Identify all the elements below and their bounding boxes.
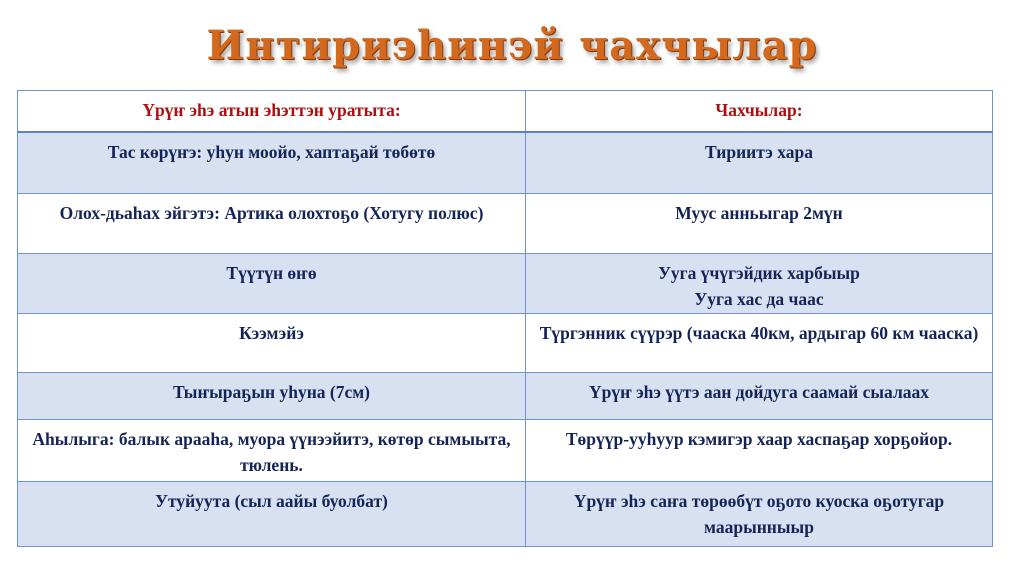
table-row: Утуйуута (сыл аайы буолбат) Үрүҥ эһэ саҥ… — [17, 480, 993, 547]
cell-difference: Олох-дьаһах эйгэтэ: Артика олохтоҕо (Хот… — [17, 192, 526, 254]
cell-difference: Утуйуута (сыл аайы буолбат) — [17, 480, 526, 547]
cell-difference: Тас көрүҥэ: уһун моойо, хаптаҕай төбөтө — [17, 131, 526, 194]
table-row: Тыҥыраҕын уһуна (7см) Үрүҥ эһэ үүтэ аан … — [17, 371, 993, 420]
header-differences: Үрүҥ эһэ атын эһэттэн уратыта: — [17, 90, 526, 133]
cell-fact: Үрүҥ эһэ саҥа төрөөбүт оҕото куоска оҕот… — [525, 480, 993, 547]
cell-difference: Тыҥыраҕын уһуна (7см) — [17, 371, 526, 420]
table-header-row: Үрүҥ эһэ атын эһэттэн уратыта: Чахчылар: — [17, 90, 993, 133]
table-row: Аһылыга: балык арааһа, муора үүнээйитэ, … — [17, 418, 993, 482]
cell-fact: Үрүҥ эһэ үүтэ аан дойдуга саамай сыалаах — [525, 371, 993, 420]
facts-table: Үрүҥ эһэ атын эһэттэн уратыта: Чахчылар:… — [17, 90, 993, 547]
cell-fact: Түргэнник сүүрэр (чааска 40км, ардыгар 6… — [525, 312, 993, 373]
table-row: Түүтүн өҥө Ууга үчүгэйдик харбыыр Ууга х… — [17, 252, 993, 314]
cell-fact: Муус анньыгар 2мүн — [525, 192, 993, 254]
slide-title: Интириэhинэй чахчылар — [206, 22, 818, 69]
table-row: Кээмэйэ Түргэнник сүүрэр (чааска 40км, а… — [17, 312, 993, 373]
cell-fact: Төрүүр-ууһуур кэмигэр хаар хаспаҕар хорҕ… — [525, 418, 993, 482]
header-facts: Чахчылар: — [525, 90, 993, 133]
cell-difference: Аһылыга: балык арааһа, муора үүнээйитэ, … — [17, 418, 526, 482]
table-row: Олох-дьаһах эйгэтэ: Артика олохтоҕо (Хот… — [17, 192, 993, 254]
cell-fact: Тириитэ хара — [525, 131, 993, 194]
cell-difference: Түүтүн өҥө — [17, 252, 526, 314]
cell-fact: Ууга үчүгэйдик харбыыр Ууга хас да чаас — [525, 252, 993, 314]
table-row: Тас көрүҥэ: уһун моойо, хаптаҕай төбөтө … — [17, 131, 993, 194]
cell-difference: Кээмэйэ — [17, 312, 526, 373]
